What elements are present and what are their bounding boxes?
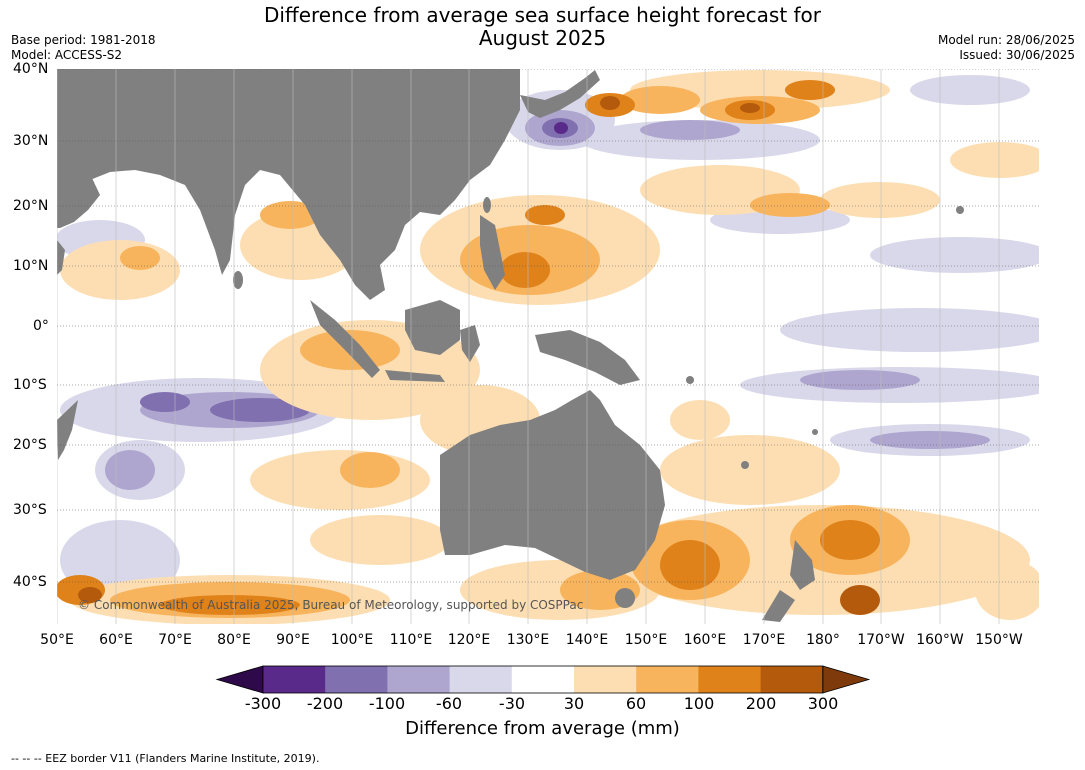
colorbar-segment [387, 666, 451, 693]
lon-label: 130°E [506, 632, 550, 648]
footnote: -- -- -- EEZ border V11 (Flanders Marine… [11, 752, 320, 765]
colorbar-title: Difference from average (mm) [405, 718, 680, 739]
meta-left: Base period: 1981-2018 Model: ACCESS-S2 [11, 33, 156, 63]
lon-label: 160°W [916, 632, 964, 648]
meta-right: Model run: 28/06/2025 Issued: 30/06/2025 [938, 33, 1075, 63]
colorbar-tick-label: -60 [435, 694, 463, 713]
colorbar-tick-label: -30 [498, 694, 526, 713]
model-run: Model run: 28/06/2025 [937, 33, 1075, 47]
lon-label: 150°W [975, 632, 1023, 648]
lon-label: 80°E [217, 632, 251, 648]
lat-label: 30°S [13, 502, 47, 518]
colorbar-tick-label: 300 [807, 694, 839, 713]
base-period: Base period: 1981-2018 [11, 33, 156, 47]
lon-label: 120°E [447, 632, 491, 648]
colorbar-tick-label: 200 [745, 694, 777, 713]
anomaly-positive-light [60, 70, 1039, 624]
lat-label: 10°S [13, 377, 47, 393]
lat-label: 20°S [13, 437, 47, 453]
land [57, 69, 964, 622]
anomaly-negative-extreme [554, 122, 568, 134]
meridian-lines [57, 69, 1000, 624]
colorbar-tick-label: -300 [244, 694, 282, 713]
colorbar-segment [760, 666, 824, 693]
lon-label: 170°E [742, 632, 786, 648]
colorbar-segment [263, 666, 326, 693]
copyright-notice: © Commonwealth of Australia 2025, Bureau… [78, 598, 584, 612]
lon-label: 140°E [565, 632, 609, 648]
lon-label: 60°E [99, 632, 133, 648]
colorbar-tick-label: -100 [368, 694, 406, 713]
lat-label: 0° [33, 318, 49, 334]
lon-label: 180° [806, 632, 840, 648]
colorbar-tick-label: 60 [625, 694, 647, 713]
colorbar-segment [511, 666, 575, 693]
colorbar-segment [636, 666, 699, 693]
lon-label: 70°E [158, 632, 192, 648]
lon-label: 150°E [624, 632, 668, 648]
anomaly-positive-extreme [78, 96, 880, 615]
colorbar-segment [449, 666, 513, 693]
page-title: Difference from average sea surface heig… [0, 4, 1085, 50]
colorbar-tick-label: -200 [306, 694, 344, 713]
colorbar-segment [325, 666, 388, 693]
colorbar-extend-high [822, 665, 871, 694]
lat-label: 30°N [13, 133, 49, 149]
colorbar-tick-label: 30 [563, 694, 585, 713]
anomaly-negative-strong [140, 118, 578, 422]
lon-label: 90°E [276, 632, 310, 648]
colorbar-segment [698, 666, 762, 693]
lon-label: 160°E [683, 632, 727, 648]
lat-label: 40°S [13, 574, 47, 590]
colorbar [215, 665, 871, 694]
lon-label: 100°E [330, 632, 374, 648]
lon-label: 50°E [40, 632, 74, 648]
title-line-2: August 2025 [478, 26, 607, 50]
lon-label: 170°W [857, 632, 905, 648]
lat-label: 10°N [13, 258, 49, 274]
colorbar-tick-label: 100 [683, 694, 715, 713]
lat-label: 40°N [13, 61, 49, 77]
title-line-1: Difference from average sea surface heig… [263, 3, 822, 27]
colorbar-segment [574, 666, 637, 693]
model-name: Model: ACCESS-S2 [11, 48, 123, 62]
colorbar-frame [262, 665, 824, 694]
lat-label: 20°N [13, 198, 49, 214]
issued-date: Issued: 30/06/2025 [959, 48, 1075, 62]
lon-label: 110°E [389, 632, 433, 648]
colorbar-extend-low [215, 665, 264, 694]
